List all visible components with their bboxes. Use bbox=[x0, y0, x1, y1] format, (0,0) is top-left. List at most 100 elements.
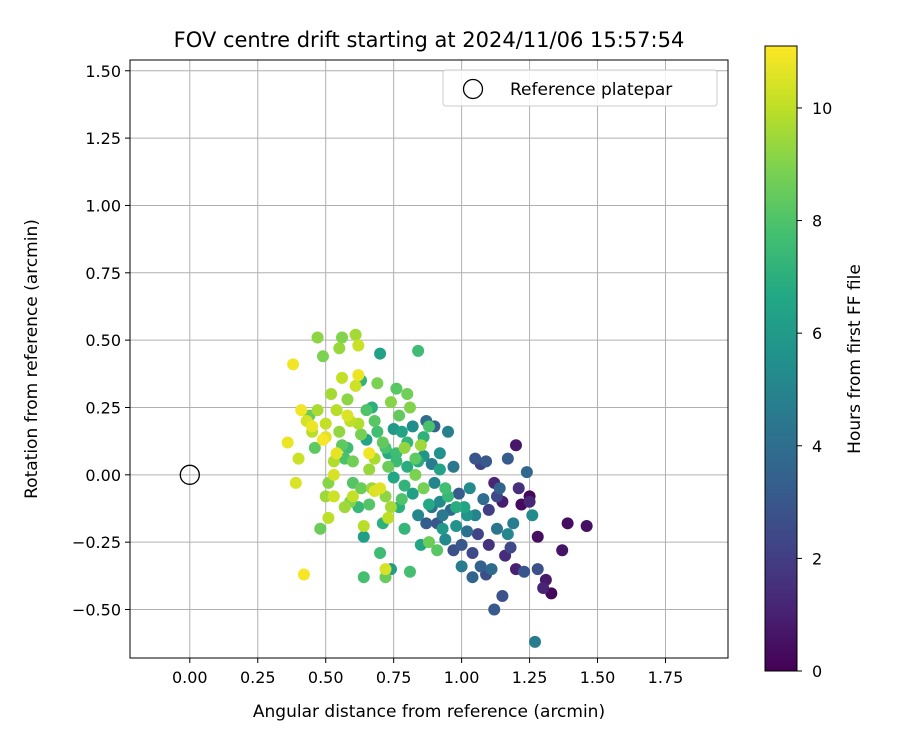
data-point bbox=[431, 544, 444, 557]
data-point bbox=[501, 528, 514, 541]
data-point bbox=[482, 538, 495, 551]
data-point bbox=[311, 331, 324, 344]
data-point bbox=[439, 482, 452, 495]
data-point bbox=[346, 490, 359, 503]
data-point bbox=[322, 511, 335, 524]
data-point bbox=[379, 563, 392, 576]
data-point bbox=[289, 476, 302, 489]
data-point bbox=[384, 501, 397, 514]
data-point bbox=[374, 347, 387, 360]
data-point bbox=[561, 517, 574, 530]
colorbar-tick-label: 2 bbox=[812, 549, 822, 568]
y-axis: −0.50 −0.25 0.00 0.25 0.50 0.75 1.00 1.25 1.50 bbox=[72, 62, 130, 620]
data-point bbox=[463, 482, 476, 495]
data-point bbox=[376, 436, 389, 449]
data-point bbox=[420, 517, 433, 530]
data-point bbox=[414, 439, 427, 452]
data-point bbox=[308, 441, 321, 454]
data-point bbox=[412, 509, 425, 522]
data-point bbox=[529, 635, 542, 648]
data-point bbox=[382, 511, 395, 524]
colorbar-tick-label: 8 bbox=[812, 212, 822, 231]
data-point bbox=[436, 509, 449, 522]
data-point bbox=[480, 455, 493, 468]
x-tick-label: 0.50 bbox=[308, 668, 344, 687]
colorbar: 0 2 4 6 8 10 Hours from first FF file bbox=[764, 45, 865, 681]
data-point bbox=[371, 377, 384, 390]
data-point bbox=[493, 482, 506, 495]
data-point bbox=[520, 466, 533, 479]
y-tick-label: 1.00 bbox=[85, 196, 121, 215]
data-point bbox=[327, 468, 340, 481]
data-point bbox=[423, 420, 435, 433]
data-point bbox=[509, 439, 522, 452]
data-point bbox=[433, 463, 446, 476]
data-point bbox=[401, 388, 414, 401]
data-point bbox=[287, 358, 300, 371]
data-point bbox=[474, 560, 487, 573]
data-point bbox=[368, 414, 381, 427]
colorbar-tick-label: 0 bbox=[812, 662, 822, 681]
data-point bbox=[341, 409, 354, 422]
data-point bbox=[580, 520, 593, 533]
data-point bbox=[316, 433, 329, 446]
x-axis-label: Angular distance from reference (arcmin) bbox=[253, 702, 605, 722]
data-point bbox=[471, 528, 484, 541]
data-point bbox=[496, 590, 509, 603]
y-axis-label: Rotation from reference (arcmin) bbox=[22, 219, 42, 499]
legend: Reference platepar bbox=[442, 69, 718, 107]
data-point bbox=[409, 452, 422, 465]
y-tick-label: 0.75 bbox=[85, 264, 121, 283]
data-point bbox=[526, 509, 539, 522]
data-point bbox=[507, 517, 520, 530]
data-point bbox=[455, 538, 468, 551]
data-point bbox=[311, 404, 324, 417]
reference-marker bbox=[179, 464, 200, 485]
plot-frame bbox=[129, 59, 729, 659]
data-point bbox=[406, 487, 419, 500]
data-point bbox=[439, 533, 452, 546]
data-point bbox=[327, 490, 340, 503]
data-point bbox=[374, 546, 387, 559]
y-tick-label: −0.25 bbox=[72, 533, 121, 552]
data-point bbox=[341, 393, 354, 406]
x-tick-label: 1.00 bbox=[444, 668, 480, 687]
data-point bbox=[292, 452, 305, 465]
data-point bbox=[523, 495, 536, 508]
data-point bbox=[504, 541, 517, 554]
colorbar-label: Hours from first FF file bbox=[845, 264, 865, 454]
data-point bbox=[412, 344, 425, 357]
x-tick-label: 1.25 bbox=[512, 668, 548, 687]
data-point bbox=[382, 460, 395, 473]
data-point bbox=[531, 563, 544, 576]
y-tick-label: 0.50 bbox=[85, 331, 121, 350]
data-point bbox=[349, 379, 362, 392]
data-point bbox=[398, 441, 411, 454]
data-point bbox=[455, 560, 468, 573]
data-point bbox=[423, 536, 435, 549]
data-point bbox=[363, 498, 376, 511]
data-point bbox=[336, 331, 349, 344]
data-point bbox=[281, 436, 294, 449]
data-point bbox=[371, 425, 384, 438]
data-point bbox=[403, 401, 416, 414]
data-point bbox=[477, 493, 490, 506]
colorbar-ticks: 0 2 4 6 8 10 bbox=[797, 99, 832, 681]
data-point bbox=[469, 452, 482, 465]
data-point bbox=[428, 476, 441, 489]
points-layer bbox=[281, 328, 593, 648]
data-point bbox=[442, 425, 455, 438]
x-axis: 0.00 0.25 0.50 0.75 1.00 1.25 1.50 1.75 bbox=[172, 658, 683, 687]
x-tick-label: 0.00 bbox=[172, 668, 208, 687]
data-point bbox=[423, 498, 435, 511]
data-point bbox=[450, 520, 463, 533]
data-point bbox=[482, 503, 495, 516]
data-point bbox=[401, 460, 414, 473]
data-point bbox=[393, 409, 406, 422]
data-point bbox=[537, 581, 550, 594]
y-tick-label: 1.50 bbox=[85, 62, 121, 81]
data-point bbox=[409, 468, 422, 481]
data-point bbox=[319, 417, 332, 430]
data-point bbox=[398, 479, 411, 492]
